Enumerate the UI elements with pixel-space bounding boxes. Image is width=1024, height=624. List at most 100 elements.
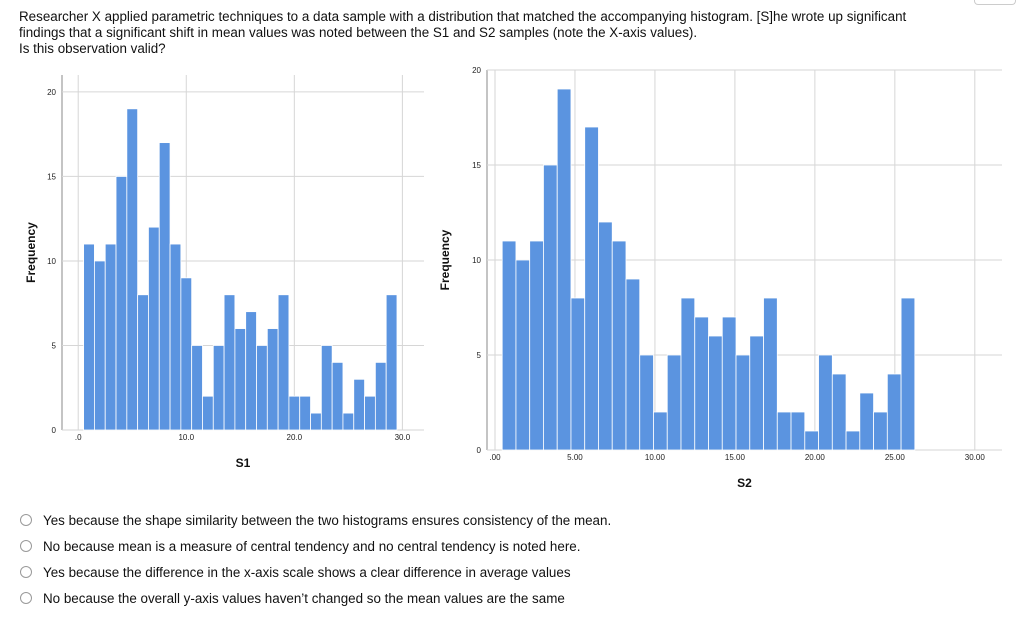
- histogram-bar: [886, 373, 902, 451]
- histogram-bar: [234, 328, 247, 431]
- y-tick-label: 5: [52, 341, 57, 350]
- y-tick-label: 15: [47, 172, 56, 181]
- histogram-bar: [501, 240, 517, 451]
- x-tick-label: .0: [75, 433, 82, 442]
- radio-button[interactable]: [20, 566, 32, 578]
- option-2[interactable]: No because mean is a measure of central …: [20, 537, 580, 555]
- x-axis-title: S1: [236, 456, 251, 470]
- option-label: Yes because the shape similarity between…: [43, 512, 612, 528]
- histogram-bar: [83, 243, 95, 431]
- histogram-bar: [342, 412, 355, 431]
- histogram-bar: [331, 361, 344, 431]
- window-edge: [974, 0, 1016, 5]
- x-tick-label: .00: [489, 453, 501, 462]
- histogram-bar: [543, 164, 558, 451]
- y-tick-label: 0: [52, 426, 57, 435]
- y-axis-title: Frequency: [438, 229, 452, 290]
- histogram-bar: [266, 328, 279, 431]
- radio-button[interactable]: [20, 514, 32, 526]
- histogram-bar: [385, 294, 398, 431]
- question-line: findings that a significant shift in mea…: [19, 25, 698, 40]
- histogram-bar: [776, 411, 792, 451]
- histogram-bar: [790, 411, 806, 451]
- histogram-bar: [94, 260, 106, 431]
- histogram-bar: [158, 142, 171, 431]
- histogram-bar: [763, 297, 778, 451]
- histogram-bar: [364, 395, 376, 431]
- x-tick-label: 10.00: [645, 453, 666, 462]
- y-tick-label: 15: [472, 161, 481, 170]
- histogram-bar: [169, 243, 182, 431]
- x-tick-label: 25.00: [885, 453, 906, 462]
- histogram-bar: [104, 243, 117, 431]
- histogram-bar: [256, 345, 268, 431]
- x-axis-title: S2: [737, 476, 752, 490]
- histogram-bar: [818, 354, 833, 451]
- histogram-bar: [804, 430, 819, 451]
- histogram-bar: [556, 88, 572, 451]
- option-label: No because mean is a measure of central …: [43, 538, 581, 554]
- histogram-bar: [625, 278, 641, 451]
- histogram-bar: [245, 311, 257, 431]
- histogram-bar: [708, 335, 723, 451]
- histogram-bar: [845, 430, 861, 451]
- histogram-bar: [570, 297, 586, 451]
- histogram-bar: [735, 354, 751, 451]
- option-label: No because the overall y-axis values hav…: [43, 590, 565, 606]
- histogram-bar: [299, 395, 311, 431]
- option-label: Yes because the difference in the x-axis…: [43, 564, 571, 580]
- y-tick-label: 20: [472, 66, 481, 75]
- histogram-bar: [212, 345, 225, 431]
- histogram-bar: [859, 392, 874, 451]
- histogram-bar: [598, 221, 613, 451]
- histogram-bar: [180, 277, 193, 431]
- y-axis-title: Frequency: [24, 222, 38, 283]
- histogram-bar: [148, 226, 160, 431]
- histogram-bar: [749, 335, 764, 451]
- histogram-bar: [374, 361, 387, 431]
- histogram-bar: [611, 240, 627, 451]
- histogram-bar: [721, 316, 737, 451]
- x-tick-label: 15.00: [725, 453, 746, 462]
- question-line: Researcher X applied parametric techniqu…: [19, 9, 907, 24]
- question-line: Is this observation valid?: [19, 41, 166, 56]
- histogram-bar: [873, 411, 888, 451]
- y-tick-label: 10: [47, 257, 56, 266]
- y-tick-label: 10: [472, 256, 481, 265]
- option-4[interactable]: No because the overall y-axis values hav…: [20, 589, 565, 607]
- histogram-bar: [288, 395, 301, 431]
- histogram-bar: [639, 354, 654, 451]
- histogram-bar: [653, 411, 668, 451]
- histogram-bar: [310, 412, 322, 431]
- histogram-bar: [831, 373, 847, 451]
- histogram-bar: [666, 354, 682, 451]
- histogram-bar: [515, 259, 531, 451]
- histogram-bar: [223, 294, 236, 431]
- histogram-bar: [680, 297, 696, 451]
- histogram-bar: [191, 345, 203, 431]
- x-tick-label: 30.00: [965, 453, 986, 462]
- histogram-bar: [137, 294, 149, 431]
- y-tick-label: 0: [477, 446, 482, 455]
- histogram-bar: [126, 108, 139, 431]
- radio-button[interactable]: [20, 540, 32, 552]
- x-tick-label: 20.0: [287, 433, 303, 442]
- x-tick-label: 30.0: [395, 433, 411, 442]
- option-1[interactable]: Yes because the shape similarity between…: [20, 511, 611, 529]
- histogram-bar: [115, 176, 128, 431]
- y-tick-label: 5: [477, 351, 482, 360]
- histogram-bar: [353, 378, 365, 431]
- x-tick-label: 20.00: [805, 453, 826, 462]
- option-3[interactable]: Yes because the difference in the x-axis…: [20, 563, 571, 581]
- y-tick-label: 20: [47, 88, 56, 97]
- radio-button[interactable]: [20, 592, 32, 604]
- histogram-bar: [694, 316, 709, 451]
- histogram-bar: [320, 345, 333, 431]
- histogram-bar: [900, 297, 916, 451]
- x-tick-label: 10.0: [178, 433, 194, 442]
- question-text: Researcher X applied parametric techniqu…: [19, 9, 1009, 57]
- x-tick-label: 5.00: [567, 453, 583, 462]
